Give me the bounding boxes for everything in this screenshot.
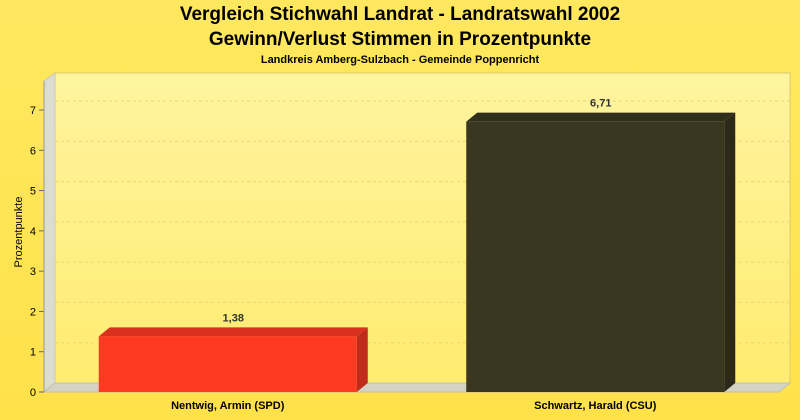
y-tick-label: 4 — [30, 226, 36, 238]
y-tick-label: 2 — [30, 306, 36, 318]
data-label: 1,38 — [223, 312, 244, 324]
bar-top — [466, 112, 736, 122]
bar — [466, 112, 736, 392]
y-tick-label: 0 — [30, 387, 36, 399]
y-tick-label: 7 — [30, 105, 36, 117]
plot-side-wall — [43, 72, 56, 394]
bar-top — [98, 327, 368, 337]
chart-title: Vergleich Stichwahl Landrat - Landratswa… — [179, 4, 621, 25]
bar-side — [356, 327, 368, 392]
chart-subsubtitle: Landkreis Amberg-Sulzbach - Gemeinde Pop… — [260, 54, 540, 66]
y-tick-label: 1 — [30, 347, 36, 359]
bar-front — [98, 336, 357, 392]
bar-front — [466, 121, 725, 392]
y-axis-label: Prozentpunkte — [13, 197, 25, 268]
data-label: 6,71 — [590, 98, 611, 110]
x-tick-label: Nentwig, Armin (SPD) — [171, 400, 285, 412]
chart-subtitle: Gewinn/Verlust Stimmen in Prozentpunkte — [208, 29, 592, 50]
bar-side — [724, 112, 736, 392]
x-tick-label: Schwartz, Harald (CSU) — [534, 400, 657, 412]
y-tick-label: 6 — [30, 145, 36, 157]
bar — [98, 327, 368, 392]
y-tick-label: 3 — [30, 266, 36, 278]
y-tick-label: 5 — [30, 186, 36, 198]
